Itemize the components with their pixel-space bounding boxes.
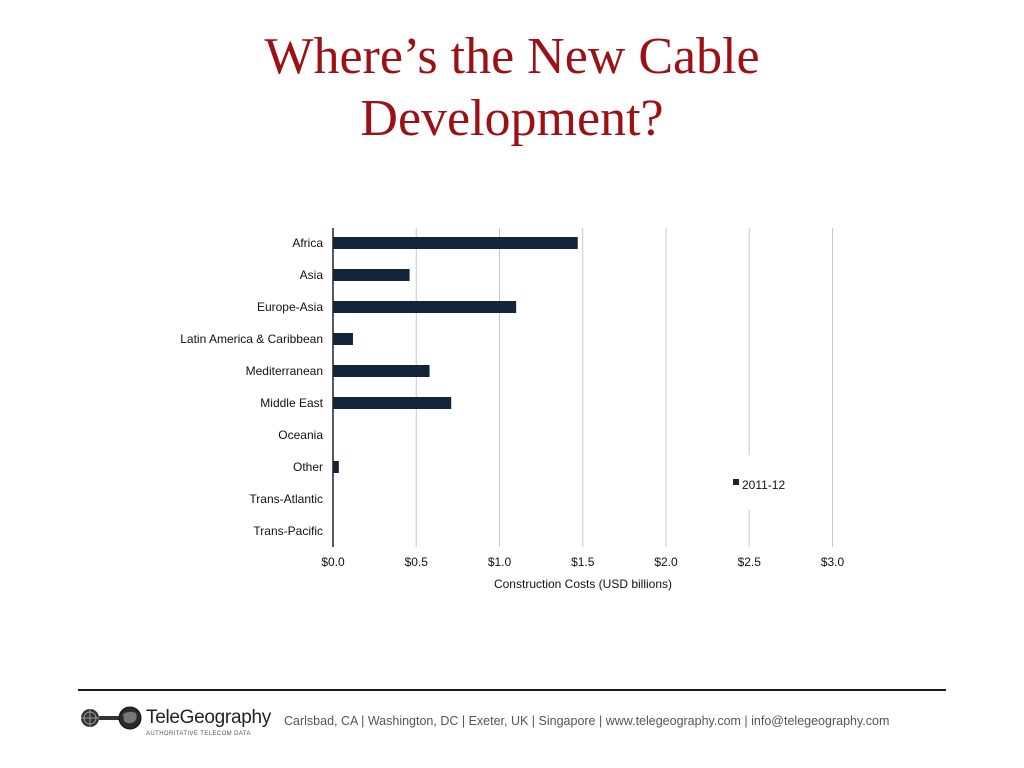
x-tick-label: $2.0 xyxy=(654,555,678,569)
bar xyxy=(333,301,517,313)
x-axis-label: Construction Costs (USD billions) xyxy=(494,577,672,591)
logo-brand-name: TeleGeography xyxy=(146,707,271,728)
category-label: Asia xyxy=(300,268,324,282)
category-label: Europe-Asia xyxy=(257,300,323,314)
category-label: Trans-Pacific xyxy=(253,524,323,538)
legend-swatch xyxy=(733,479,739,485)
category-label: Mediterranean xyxy=(246,364,323,378)
bar xyxy=(333,333,353,345)
x-tick-label: $3.0 xyxy=(821,555,845,569)
x-tick-label: $0.0 xyxy=(321,555,345,569)
category-label: Latin America & Caribbean xyxy=(180,332,323,346)
category-label: Middle East xyxy=(260,396,323,410)
category-label: Africa xyxy=(292,236,323,250)
x-tick-label: $1.0 xyxy=(488,555,512,569)
bar xyxy=(333,269,410,281)
x-tick-label: $0.5 xyxy=(405,555,429,569)
footer-divider xyxy=(78,689,946,691)
x-tick-label: $2.5 xyxy=(738,555,762,569)
telegeography-logo: TeleGeography AUTHORITATIVE TELECOM DATA xyxy=(80,704,271,744)
slide-title-line-1: Where’s the New Cable xyxy=(264,28,760,85)
legend-label: 2011-12 xyxy=(742,478,785,492)
category-label: Other xyxy=(293,460,323,474)
slide-title: Where’s the New Cable Development? xyxy=(0,26,1024,150)
globe-logo-icon xyxy=(81,706,142,730)
slide-title-line-2: Development? xyxy=(360,90,664,147)
logo-tagline: AUTHORITATIVE TELECOM DATA xyxy=(146,731,251,737)
category-label: Oceania xyxy=(278,428,323,442)
bar xyxy=(333,237,578,249)
bar xyxy=(333,365,430,377)
bar xyxy=(333,461,339,473)
footer-contact-info: Carlsbad, CA | Washington, DC | Exeter, … xyxy=(284,714,890,728)
x-tick-label: $1.5 xyxy=(571,555,595,569)
category-label: Trans-Atlantic xyxy=(249,492,323,506)
bar xyxy=(333,397,452,409)
